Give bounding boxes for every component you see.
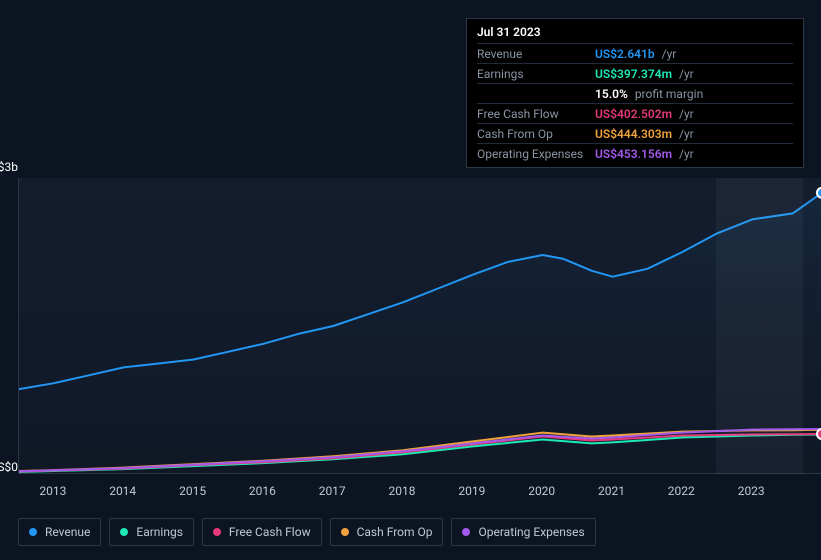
tooltip-row-value: US$453.156m /yr — [595, 147, 694, 161]
legend-item-label: Earnings — [136, 525, 183, 539]
tooltip-row: RevenueUS$2.641b /yr — [477, 43, 793, 63]
x-tick: 2022 — [668, 484, 695, 498]
legend-item-revenue[interactable]: Revenue — [18, 518, 101, 546]
x-tick: 2014 — [109, 484, 136, 498]
series-end-marker-revenue — [817, 188, 821, 198]
tooltip-row-label: Revenue — [477, 47, 595, 61]
x-tick: 2019 — [458, 484, 485, 498]
y-axis-top-label: US$3b — [0, 160, 18, 174]
legend-item-label: Operating Expenses — [478, 525, 584, 539]
tooltip-row-value: US$402.502m /yr — [595, 107, 694, 121]
legend-item-label: Revenue — [45, 525, 90, 539]
legend-item-earnings[interactable]: Earnings — [109, 518, 194, 546]
x-tick: 2013 — [39, 484, 66, 498]
legend-swatch-icon — [462, 528, 470, 536]
legend-swatch-icon — [120, 528, 128, 536]
x-tick: 2023 — [738, 484, 765, 498]
legend-item-fcf[interactable]: Free Cash Flow — [202, 518, 322, 546]
x-tick: 2018 — [389, 484, 416, 498]
legend-item-opex[interactable]: Operating Expenses — [451, 518, 595, 546]
legend-item-cfo[interactable]: Cash From Op — [330, 518, 444, 546]
legend-swatch-icon — [213, 528, 221, 536]
chart-tooltip: Jul 31 2023 RevenueUS$2.641b /yrEarnings… — [466, 18, 804, 168]
tooltip-row-value: US$444.303m /yr — [595, 127, 694, 141]
tooltip-row: Free Cash FlowUS$402.502m /yr — [477, 103, 793, 123]
tooltip-row-label: Operating Expenses — [477, 147, 595, 161]
financial-chart: Jul 31 2023 RevenueUS$2.641b /yrEarnings… — [0, 0, 821, 560]
legend-swatch-icon — [29, 528, 37, 536]
tooltip-row-label — [477, 87, 595, 101]
chart-legend: Revenue Earnings Free Cash Flow Cash From O… — [18, 518, 596, 546]
tooltip-row-label: Cash From Op — [477, 127, 595, 141]
legend-item-label: Free Cash Flow — [229, 525, 311, 539]
tooltip-row-label: Earnings — [477, 67, 595, 81]
series-end-marker-fcf — [817, 429, 821, 439]
legend-item-label: Cash From Op — [357, 525, 433, 539]
tooltip-row-value: 15.0% profit margin — [595, 87, 703, 101]
tooltip-row-value: US$397.374m /yr — [595, 67, 694, 81]
y-axis-bottom-label: US$0 — [0, 460, 18, 474]
tooltip-row: 15.0% profit margin — [477, 83, 793, 103]
x-tick: 2021 — [598, 484, 625, 498]
x-axis: 2013 2014 2015 2016 2017 2018 2019 2020 2021 2022… — [18, 480, 821, 500]
tooltip-row-label: Free Cash Flow — [477, 107, 595, 121]
x-tick: 2017 — [319, 484, 346, 498]
x-tick: 2015 — [179, 484, 206, 498]
x-tick: 2020 — [528, 484, 555, 498]
plot-area[interactable] — [18, 178, 821, 474]
tooltip-row: Operating ExpensesUS$453.156m /yr — [477, 143, 793, 163]
tooltip-date: Jul 31 2023 — [477, 25, 793, 43]
tooltip-row: Cash From OpUS$444.303m /yr — [477, 123, 793, 143]
x-tick: 2016 — [249, 484, 276, 498]
tooltip-row: EarningsUS$397.374m /yr — [477, 63, 793, 83]
tooltip-row-value: US$2.641b /yr — [595, 47, 676, 61]
legend-swatch-icon — [341, 528, 349, 536]
chart-lines — [19, 178, 821, 474]
